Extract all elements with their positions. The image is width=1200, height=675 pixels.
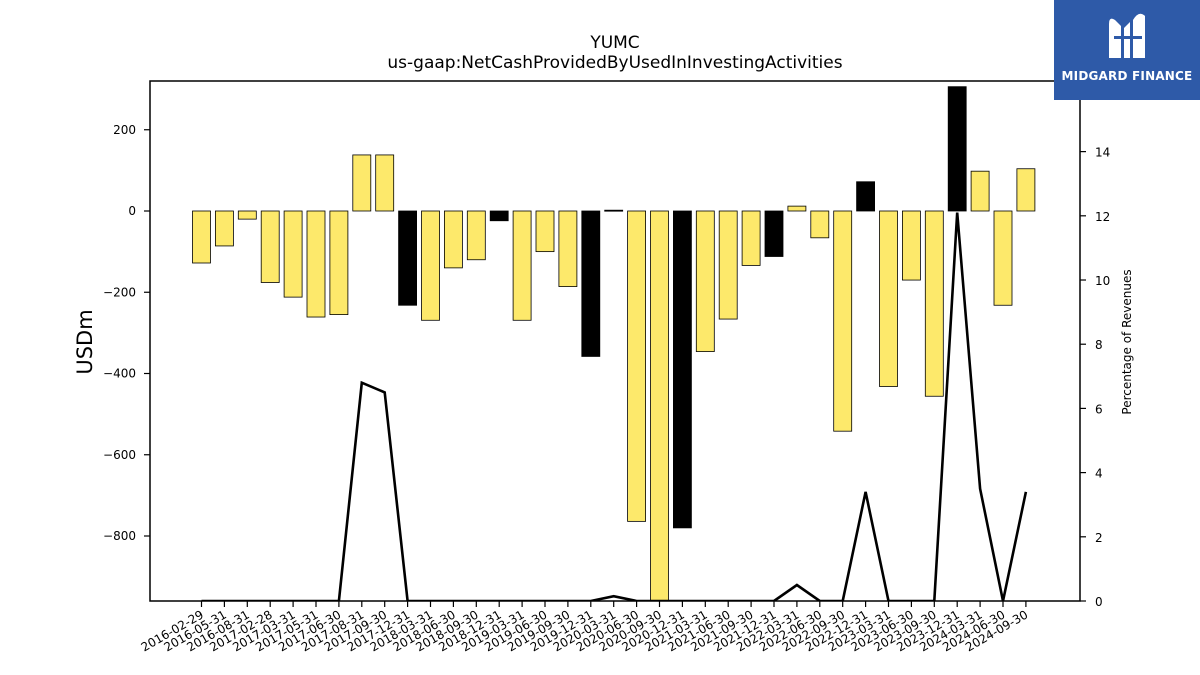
y2-tick-label: 14 [1095,146,1110,160]
y-tick-label: −200 [103,285,136,299]
y2-axis-label: Percentage of Revenues [1120,269,1134,414]
bar-2023-03-31 [879,210,898,387]
bar-2018-03-31 [421,210,440,321]
y2-tick-label: 4 [1095,467,1103,481]
y2-tick-label: 10 [1095,274,1110,288]
bar-2021-09-30 [741,210,761,266]
bar-2017-02-28 [260,210,280,283]
y-tick-label: 200 [113,123,136,137]
bar-2019-09-30 [558,210,578,287]
midgard-logo-icon [1109,13,1145,59]
y2-tick-label: 0 [1095,595,1103,609]
y-tick-label: 0 [128,204,136,218]
bar-2017-03-31 [283,210,303,298]
bar-2019-12-31 [581,210,601,357]
logo-text: MIDGARD FINANCE [1061,69,1193,83]
bar-2021-06-30 [718,210,738,320]
bar-2017-09-30 [375,154,395,212]
bar-2017-12-31 [398,210,418,306]
plot-frame [149,80,1081,602]
y-tick-label: −600 [103,448,136,462]
bar-2024-06-30 [993,210,1013,306]
bar-2023-12-31 [947,86,967,212]
bar-2020-12-31 [673,210,692,529]
bar-2020-09-30 [650,210,669,601]
y-tick-label: −800 [103,529,136,543]
percent-line-layer [201,212,1028,601]
percent-of-revenues-line [201,212,1028,601]
bar-2016-08-31 [237,210,257,220]
bars-layer [192,86,1036,601]
bar-2020-03-31 [604,209,624,212]
bar-2019-06-30 [535,210,555,253]
y-tick-label: −400 [103,367,136,381]
bar-2016-05-31 [214,210,234,247]
bar-2018-09-30 [466,210,486,261]
bar-2017-06-30 [329,210,349,315]
bar-2022-03-31 [787,205,807,212]
bar-2021-03-31 [695,210,715,352]
bar-2022-12-31 [856,181,875,212]
bar-2019-03-31 [512,210,532,321]
y2-tick-label: 8 [1095,338,1103,352]
chart-title: YUMC [589,33,639,53]
bar-2023-06-30 [902,210,921,281]
y2-tick-label: 2 [1095,531,1103,545]
y-axis-label: USDm [73,309,97,374]
bar-2024-09-30 [1016,168,1036,212]
bar-2022-09-30 [833,210,853,432]
bar-2017-08-31 [352,154,372,212]
y2-tick-label: 12 [1095,210,1110,224]
bar-2016-02-29 [192,210,211,264]
bar-2024-03-31 [970,170,990,212]
midgard-finance-logo: MIDGARD FINANCE [1054,0,1200,100]
y2-tick-label: 6 [1095,402,1103,416]
bar-2018-12-31 [489,210,509,222]
chart-subtitle: us-gaap:NetCashProvidedByUsedInInvesting… [387,53,842,73]
bar-2021-12-31 [764,210,784,257]
bar-2020-06-30 [627,210,646,522]
bar-2023-09-30 [924,210,944,397]
bar-2018-06-30 [443,210,463,269]
bar-2022-06-30 [810,210,830,239]
bar-2017-05-31 [306,210,326,318]
